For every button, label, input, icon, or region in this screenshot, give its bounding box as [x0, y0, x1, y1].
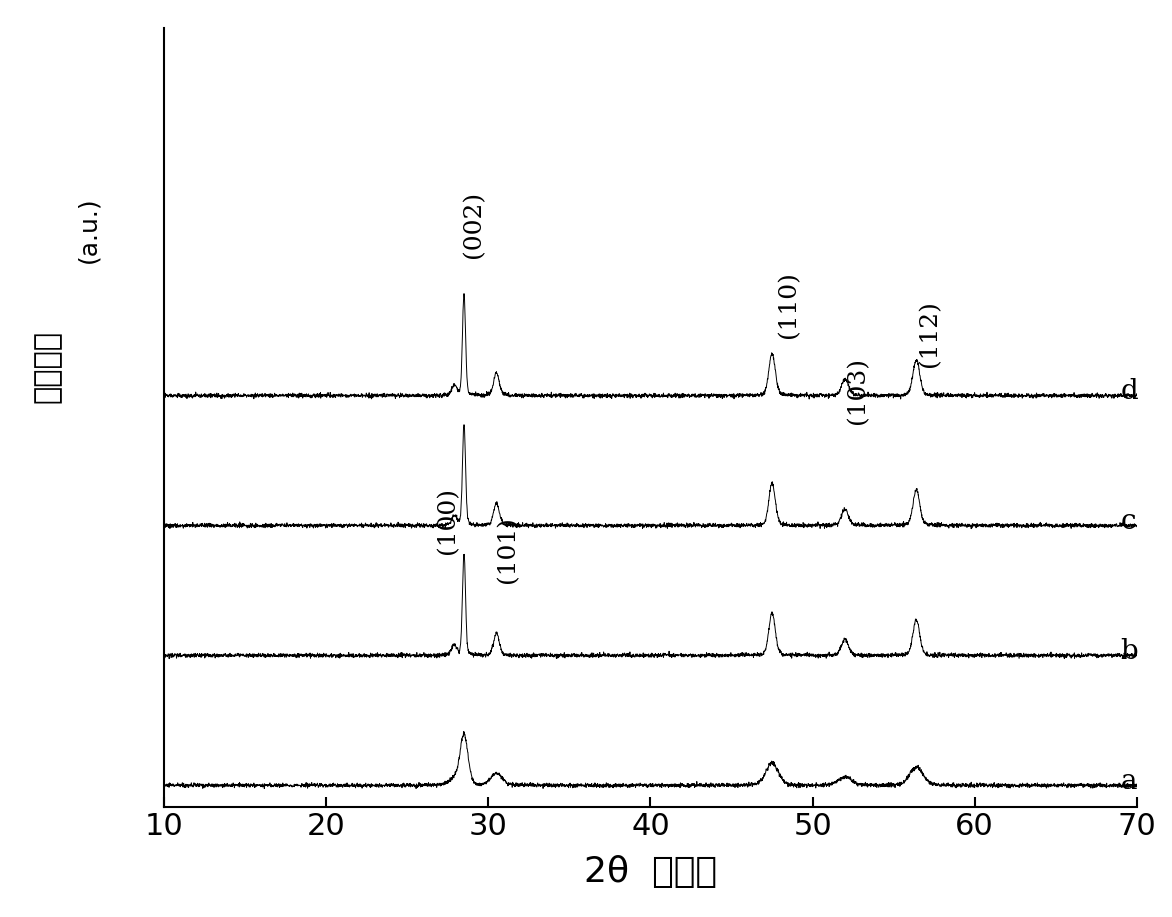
- X-axis label: 2θ  （度）: 2θ （度）: [584, 855, 717, 889]
- Text: (002): (002): [462, 192, 485, 259]
- Text: (110): (110): [777, 271, 799, 337]
- Text: (103): (103): [846, 358, 870, 425]
- Text: 相对强度: 相对强度: [33, 330, 61, 403]
- Text: c: c: [1120, 508, 1136, 536]
- Text: d: d: [1120, 379, 1138, 405]
- Text: (112): (112): [918, 300, 941, 367]
- Text: (a.u.): (a.u.): [76, 196, 100, 262]
- Text: b: b: [1120, 638, 1138, 666]
- Text: (100): (100): [436, 487, 459, 555]
- Text: (101): (101): [496, 516, 519, 583]
- Text: a: a: [1120, 768, 1137, 795]
